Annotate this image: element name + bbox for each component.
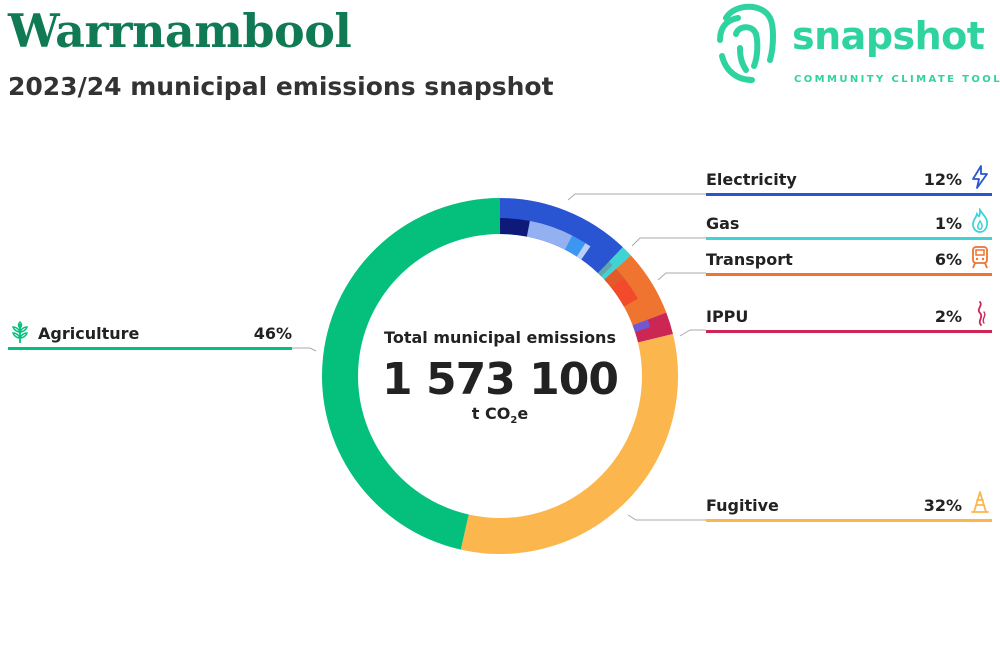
- page-subtitle: 2023/24 municipal emissions snapshot: [8, 72, 554, 101]
- train-icon: [972, 246, 988, 269]
- total-label: Total municipal emissions: [384, 328, 616, 347]
- legend-underline: [706, 273, 992, 276]
- legend-label: Transport: [706, 250, 793, 269]
- donut-slice-transport: [604, 255, 667, 326]
- legend-percent: 6%: [934, 250, 962, 269]
- fingerprint-logo-icon: [717, 3, 776, 83]
- emissions-donut-chart: [322, 198, 678, 554]
- donut-subslice-ippu-1: [632, 319, 651, 333]
- legend-percent: 2%: [934, 307, 962, 326]
- legend-percent: 46%: [253, 324, 292, 343]
- total-unit: t CO2e: [471, 404, 529, 427]
- donut-subslice-electricity-4: [576, 243, 591, 260]
- legend-underline: [706, 519, 992, 522]
- legend-underline: [706, 237, 992, 240]
- donut-subslice-transport-2: [611, 277, 638, 307]
- legend-label: Agriculture: [38, 324, 140, 343]
- flame-icon: [972, 208, 989, 233]
- legend-fugitive: Fugitive 32%: [706, 491, 992, 522]
- legend-underline: [8, 347, 292, 350]
- legend-percent: 12%: [923, 170, 962, 189]
- donut-subslice-electricity-2: [526, 220, 573, 250]
- legend-label: Fugitive: [706, 496, 779, 515]
- legend-transport: Transport 6%: [706, 246, 992, 276]
- smoke-icon: [977, 301, 986, 326]
- legend-percent: 32%: [923, 496, 962, 515]
- snapshot-logo: snapshot COMMUNITY CLIMATE TOOL: [712, 0, 1000, 92]
- donut-slice-gas: [597, 247, 631, 280]
- wheat-icon: [11, 320, 29, 343]
- donut-slice-ippu: [632, 312, 673, 343]
- donut-subslice-electricity-1: [500, 218, 530, 237]
- legend-underline: [706, 193, 992, 196]
- legend-percent: 1%: [934, 214, 962, 233]
- legend-underline: [706, 330, 992, 333]
- donut-slice-agriculture: [322, 198, 500, 550]
- donut-subslice-electricity-3: [565, 235, 586, 257]
- legend-label: Electricity: [706, 170, 797, 189]
- lightning-icon: [972, 165, 988, 189]
- logo-wordmark: snapshot: [792, 14, 985, 58]
- donut-subslice-gas-1: [597, 261, 613, 277]
- total-value: 1 573 100: [382, 354, 619, 405]
- legend-label: IPPU: [706, 307, 749, 326]
- page-title: Warrnambool: [8, 4, 352, 58]
- logo-tagline: COMMUNITY CLIMATE TOOL: [794, 74, 1000, 85]
- oil-rig-icon: [971, 491, 989, 513]
- legend-electricity: Electricity 12%: [706, 165, 992, 196]
- legend-gas: Gas 1%: [706, 208, 992, 240]
- legend-ippu: IPPU 2%: [706, 301, 992, 333]
- legend-label: Gas: [706, 214, 740, 233]
- donut-slice-fugitive: [460, 334, 678, 554]
- legend-agriculture: Agriculture 46%: [8, 320, 292, 350]
- donut-subslice-transport-1: [604, 268, 624, 288]
